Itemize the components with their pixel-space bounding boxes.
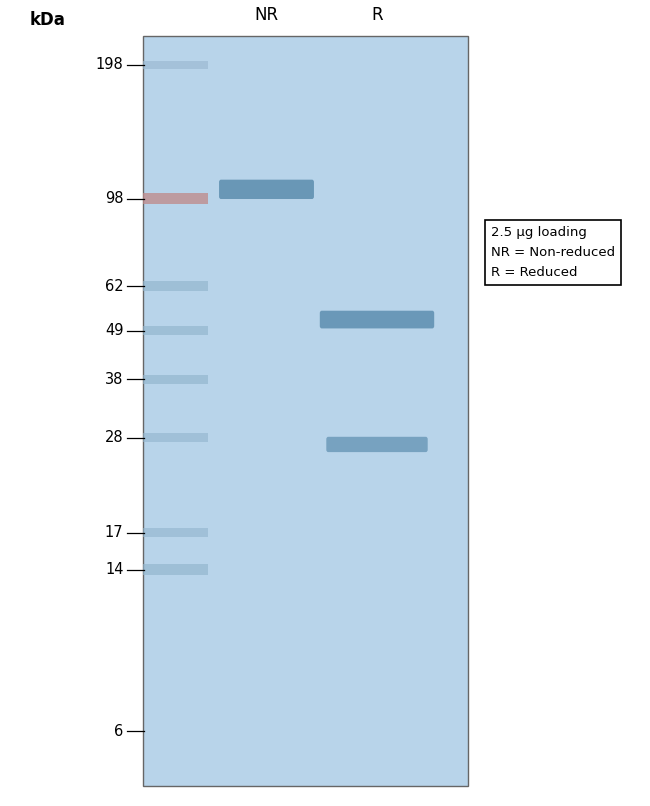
FancyBboxPatch shape xyxy=(143,326,208,335)
FancyBboxPatch shape xyxy=(320,310,434,328)
FancyBboxPatch shape xyxy=(326,437,428,452)
Text: R: R xyxy=(371,6,383,24)
Text: 28: 28 xyxy=(105,430,124,445)
Text: 49: 49 xyxy=(105,323,124,339)
Text: 198: 198 xyxy=(96,57,124,73)
Text: 62: 62 xyxy=(105,279,124,293)
Text: 98: 98 xyxy=(105,191,124,206)
FancyBboxPatch shape xyxy=(143,193,208,205)
FancyBboxPatch shape xyxy=(219,180,314,199)
Text: kDa: kDa xyxy=(29,11,65,29)
FancyBboxPatch shape xyxy=(143,433,208,442)
Text: 6: 6 xyxy=(114,724,124,738)
FancyBboxPatch shape xyxy=(143,36,468,786)
FancyBboxPatch shape xyxy=(143,281,208,291)
FancyBboxPatch shape xyxy=(143,60,208,69)
FancyBboxPatch shape xyxy=(143,528,208,537)
Text: 17: 17 xyxy=(105,525,124,540)
FancyBboxPatch shape xyxy=(143,375,208,384)
FancyBboxPatch shape xyxy=(143,564,208,575)
Text: 14: 14 xyxy=(105,562,124,577)
Text: NR: NR xyxy=(254,6,279,24)
Text: 38: 38 xyxy=(105,372,124,387)
Text: 2.5 μg loading
NR = Non-reduced
R = Reduced: 2.5 μg loading NR = Non-reduced R = Redu… xyxy=(491,226,615,279)
